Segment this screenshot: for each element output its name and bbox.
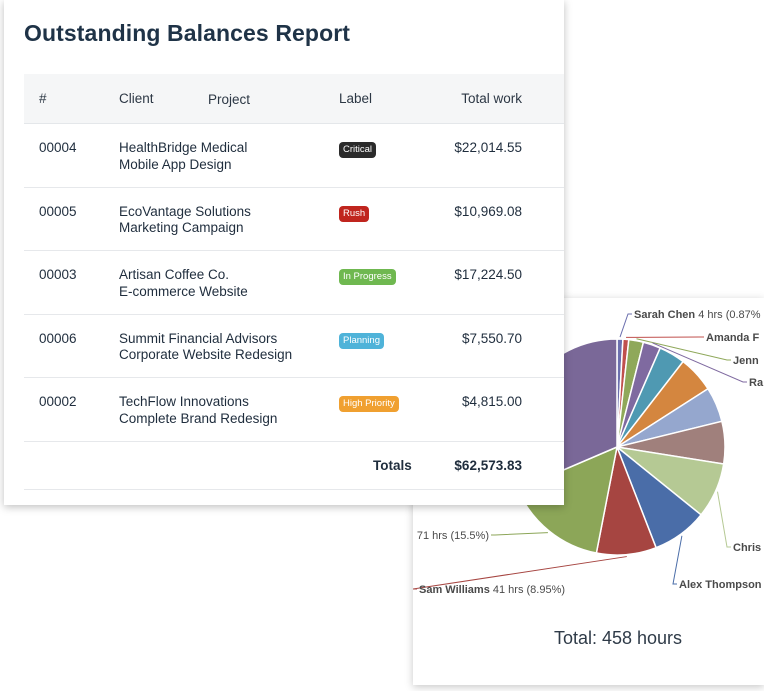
status-badge: In Progress: [339, 269, 396, 285]
invoice-number: 00006: [39, 330, 77, 346]
total-work-value: $17,224.50: [454, 267, 522, 282]
report-title: Outstanding Balances Report: [24, 20, 351, 46]
table-row[interactable]: 00003 Artisan Coffee Co. E-commerce Webs…: [24, 251, 564, 315]
label-cell: Critical: [339, 140, 377, 158]
column-header-number[interactable]: #: [39, 91, 47, 106]
client-name: EcoVantage Solutions: [119, 203, 251, 219]
total-work-value: $7,550.70: [461, 330, 522, 346]
table-row[interactable]: 00002 TechFlow Innovations Complete Bran…: [24, 378, 564, 442]
total-work-value: $22,014.55: [454, 140, 522, 155]
slice-label: Ra: [749, 377, 764, 389]
leader-line: [652, 342, 747, 383]
invoice-number: 00002: [39, 394, 77, 409]
table-body: 00004 HealthBridge Medical Mobile App De…: [24, 124, 564, 442]
slice-label: Sarah Chen 4 hrs (0.87%: [634, 309, 761, 321]
invoice-number: 00003: [39, 267, 77, 282]
table-header: # Client Project Label Total work: [24, 74, 564, 124]
invoice-number: 00005: [39, 203, 77, 219]
column-header-project[interactable]: Project: [208, 92, 251, 107]
client-name: Artisan Coffee Co.: [119, 267, 230, 282]
leader-line: [491, 532, 548, 536]
slice-label: Jenn: [733, 355, 759, 367]
leader-line: [717, 491, 731, 548]
client-project-cell: HealthBridge Medical Mobile App Design: [119, 140, 247, 173]
label-cell: Rush: [339, 204, 370, 222]
project-name: Mobile App Design: [119, 156, 232, 172]
project-name: E-commerce Website: [119, 283, 248, 299]
client-name: TechFlow Innovations: [119, 394, 249, 409]
project-name: Corporate Website Redesign: [119, 347, 293, 362]
slice-label: Amanda F: [706, 332, 759, 344]
project-name: Marketing Campaign: [119, 220, 244, 235]
chart-total-text: Total: 458 hours: [553, 628, 683, 648]
leader-line: [413, 556, 627, 590]
slice-label: Chris: [733, 542, 761, 554]
status-badge: Critical: [339, 142, 377, 158]
total-work-value: $10,969.08: [454, 203, 522, 219]
label-cell: High Priority: [339, 394, 399, 412]
balances-table: # Client Project Label Total work 00004 …: [24, 74, 564, 490]
status-badge: Rush: [339, 205, 370, 222]
totals-value: $62,573.83: [454, 457, 522, 473]
slice-label: Sam Williams 41 hrs (8.95%): [419, 584, 565, 596]
slice-label: Alex Thompson: [679, 579, 762, 591]
leader-line: [619, 313, 632, 338]
table-row[interactable]: 00004 HealthBridge Medical Mobile App De…: [24, 124, 564, 188]
label-cell: In Progress: [339, 267, 396, 285]
chart-total-hours: Total: 458 hours: [413, 628, 764, 649]
total-work-value: $4,815.00: [461, 394, 522, 409]
project-name: Complete Brand Redesign: [119, 410, 278, 426]
client-project-cell: Artisan Coffee Co. E-commerce Website: [119, 267, 248, 300]
column-header-client[interactable]: Client: [119, 91, 154, 106]
client-project-cell: EcoVantage Solutions Marketing Campaign: [119, 204, 251, 237]
status-badge: Planning: [339, 332, 384, 349]
totals-row: Totals $62,573.83: [24, 442, 564, 490]
status-badge: High Priority: [339, 396, 399, 412]
client-project-cell: TechFlow Innovations Complete Brand Rede…: [119, 394, 277, 427]
column-header-label[interactable]: Label: [339, 91, 373, 106]
client-name: Summit Financial Advisors: [119, 330, 278, 346]
table-row[interactable]: 00006 Summit Financial Advisors Corporat…: [24, 315, 564, 378]
column-header-total-work[interactable]: Total work: [461, 91, 522, 106]
leader-line: [672, 535, 683, 585]
totals-label: Totals: [373, 457, 412, 473]
client-name: HealthBridge Medical: [119, 140, 248, 155]
table-row[interactable]: 00005 EcoVantage Solutions Marketing Cam…: [24, 188, 564, 251]
label-cell: Planning: [339, 331, 384, 349]
invoice-number: 00004: [39, 140, 77, 155]
leader-line: [636, 338, 731, 361]
slice-label: 71 hrs (15.5%): [417, 530, 489, 542]
client-project-cell: Summit Financial Advisors Corporate Webs…: [119, 331, 292, 364]
outstanding-balances-report-card: Outstanding Balances Report # Client Pro…: [4, 0, 564, 505]
